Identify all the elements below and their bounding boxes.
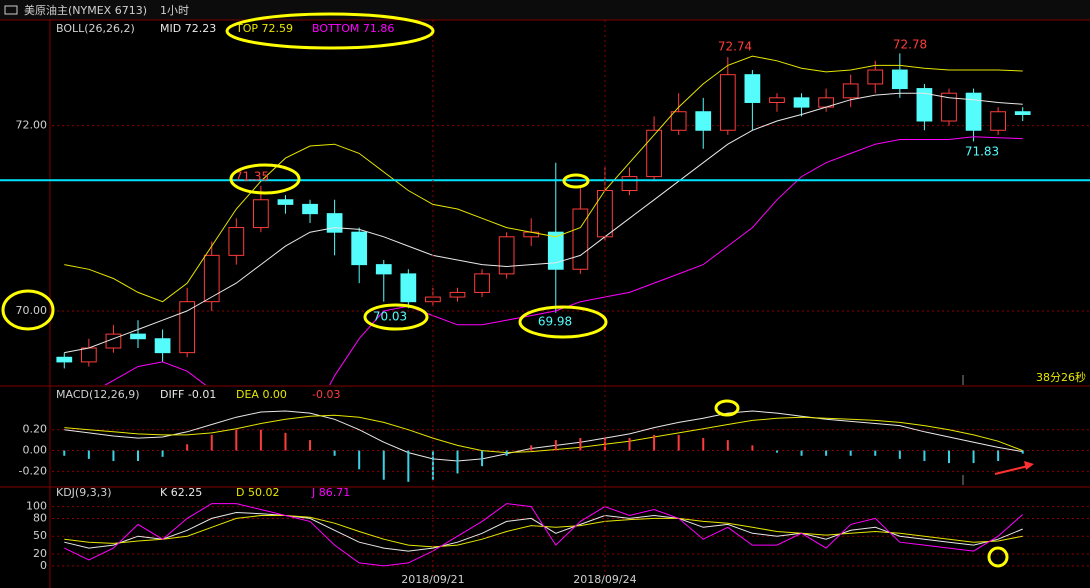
legend-entry: DEA 0.00	[236, 388, 287, 401]
y-tick-label: 100	[26, 500, 47, 513]
candle-body	[179, 301, 196, 354]
window-icon	[4, 5, 18, 15]
y-tick-label: 80	[33, 511, 47, 524]
candle-body	[56, 356, 73, 363]
highlight	[562, 173, 590, 189]
x-tick-label: 2018/09/21	[401, 573, 464, 586]
highlight	[987, 546, 1009, 568]
indicator-line	[64, 503, 1024, 567]
candle-body	[351, 231, 368, 266]
candle-body	[842, 83, 859, 99]
highlight	[229, 163, 301, 195]
y-tick-label: -0.20	[19, 464, 47, 477]
x-tick-label: 2018/09/24	[573, 573, 636, 586]
candle-body	[670, 111, 687, 131]
y-tick-label: 0.00	[23, 444, 48, 457]
candle-body	[375, 264, 392, 275]
indicator-label: BOLL(26,26,2)	[56, 22, 135, 35]
candle-body	[400, 273, 417, 303]
candle-body	[990, 111, 1007, 131]
highlight	[225, 12, 435, 50]
legend-entry: DIFF -0.01	[160, 388, 216, 401]
indicator-line	[64, 414, 1023, 454]
price-annotation: 72.74	[718, 40, 752, 54]
candle-body	[154, 338, 171, 354]
plots: 70.00 72.00 BOLL(26,26,2) MID 72.23 TOP 72.5…	[0, 20, 1090, 586]
indicator-line	[64, 410, 1023, 462]
candle-body	[646, 129, 662, 178]
candle-body	[572, 208, 589, 270]
candle-body	[130, 333, 146, 340]
highlight	[714, 399, 740, 417]
price-annotation: 72.78	[893, 38, 927, 52]
y-tick-label: 20	[33, 547, 47, 560]
candle-body	[203, 254, 220, 303]
y-tick-label: 0.20	[23, 423, 48, 436]
panel	[52, 53, 1090, 385]
legend-entry: -0.03	[312, 388, 340, 401]
title-bar	[0, 0, 1090, 20]
candle-body	[474, 273, 490, 293]
candle-body	[941, 92, 957, 122]
legend-entry: MID 72.23	[160, 22, 216, 35]
indicator-label: KDJ(9,3,3)	[56, 486, 112, 499]
candle-body	[793, 97, 810, 108]
arrow	[994, 461, 1034, 475]
timer: 38分26秒	[1036, 370, 1086, 384]
y-tick-label: 70.00	[16, 304, 48, 317]
candle-body	[891, 69, 908, 90]
candle-body	[769, 97, 785, 103]
highlight	[1, 289, 55, 331]
instrument-title: 美原油主(NYMEX 6713)	[24, 3, 147, 17]
price-annotation: 71.35	[235, 170, 269, 184]
price-annotation: 69.98	[538, 315, 572, 329]
indicator-line	[64, 92, 1023, 354]
period: 1小时	[160, 4, 189, 17]
candle-body	[621, 176, 638, 191]
indicator-label: MACD(12,26,9)	[56, 388, 140, 401]
panel	[52, 503, 1090, 567]
candle-body	[965, 92, 982, 131]
candle-body	[498, 236, 515, 275]
candle-body	[719, 74, 736, 131]
y-tick-label: 0	[40, 559, 47, 572]
arrow-head	[1024, 461, 1034, 470]
legend-entry: D 50.02	[236, 486, 279, 499]
highlight	[518, 305, 608, 339]
highlight	[363, 303, 429, 331]
indicator-line	[64, 55, 1023, 303]
candle-body	[253, 199, 269, 229]
indicator-line	[104, 136, 1023, 385]
legend-entry: TOP 72.59	[235, 22, 293, 35]
candle-body	[1014, 111, 1031, 116]
candle-body	[695, 111, 712, 131]
legend-entry: BOTTOM 71.86	[312, 22, 394, 35]
candle-body	[867, 69, 884, 85]
candle-body	[547, 231, 564, 270]
y-tick-label: 50	[33, 529, 47, 542]
candle-body	[228, 227, 245, 256]
arrow-shaft	[994, 465, 1029, 475]
candle-body	[80, 347, 97, 363]
legend-entry: K 62.25	[160, 486, 202, 499]
candle-body	[277, 199, 294, 205]
candle-body	[302, 203, 318, 215]
highlights	[1, 12, 1009, 568]
candle-body	[326, 213, 343, 233]
candle-body	[744, 74, 761, 103]
candle-body	[916, 88, 933, 122]
price-annotation: 70.03	[373, 310, 407, 324]
legend-entry: J 86.71	[311, 486, 350, 499]
candle-body	[449, 291, 466, 298]
price-annotation: 71.83	[965, 145, 999, 159]
y-tick-label: 72.00	[16, 119, 48, 132]
panel	[52, 410, 1090, 482]
